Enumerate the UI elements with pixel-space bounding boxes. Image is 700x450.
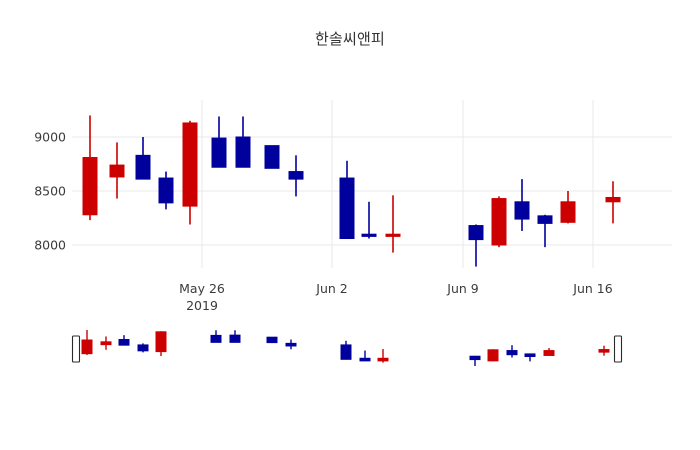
candle-body xyxy=(524,353,536,358)
y-axis-tick-label: 8000 xyxy=(34,238,66,253)
candle-body xyxy=(514,201,530,220)
candlestick[interactable] xyxy=(100,336,112,350)
candlestick[interactable] xyxy=(211,116,227,168)
candle-body xyxy=(288,171,304,180)
candle-body xyxy=(211,137,227,168)
candlestick[interactable] xyxy=(81,330,93,355)
page-title: 한솔씨앤피 xyxy=(314,30,385,48)
candlestick[interactable] xyxy=(235,116,251,168)
candlestick[interactable] xyxy=(359,350,371,362)
range-start-handle[interactable] xyxy=(71,335,81,363)
candlestick[interactable] xyxy=(506,345,518,358)
candle-body xyxy=(340,344,352,360)
x-axis-tick-label: Jun 2 xyxy=(315,281,347,296)
candle-body xyxy=(109,164,125,178)
candle-body xyxy=(469,355,481,361)
candle-body xyxy=(82,157,98,216)
candlestick[interactable] xyxy=(109,142,125,199)
candlestick[interactable] xyxy=(514,179,530,231)
y-axis-tick-label: 8500 xyxy=(34,184,66,199)
y-axis-labels: 8000 8500 9000 xyxy=(34,130,66,253)
candlestick[interactable] xyxy=(560,191,576,224)
candle-body xyxy=(137,344,149,352)
candle-body xyxy=(605,196,621,203)
candle-body xyxy=(487,349,499,362)
x-axis-labels: May 26 Jun 2 Jun 9 Jun 16 2019 xyxy=(179,281,613,313)
candlestick[interactable] xyxy=(264,145,280,169)
candlestick[interactable] xyxy=(340,340,352,360)
candlestick[interactable] xyxy=(266,336,278,344)
candle-body xyxy=(598,349,610,353)
navigator-handles[interactable] xyxy=(71,335,623,363)
candlestick[interactable] xyxy=(377,349,389,363)
candle-body xyxy=(266,336,278,344)
candle-body xyxy=(100,341,112,346)
candlestick[interactable] xyxy=(543,348,555,356)
candle-body xyxy=(182,122,198,207)
candle-body xyxy=(118,339,130,346)
x-axis-tick-label: May 26 xyxy=(179,281,225,296)
candlestick[interactable] xyxy=(598,345,610,356)
x-axis-tick-label: Jun 9 xyxy=(446,281,479,296)
candlestick[interactable] xyxy=(469,355,481,366)
range-end-handle[interactable] xyxy=(613,335,623,363)
x-axis-year-label: 2019 xyxy=(186,298,218,313)
candlestick[interactable] xyxy=(537,214,553,248)
candle-body xyxy=(385,233,401,237)
candle-body xyxy=(339,177,355,240)
candlestick[interactable] xyxy=(229,330,241,343)
candle-body xyxy=(560,201,576,223)
candlestick[interactable] xyxy=(182,120,198,225)
candlestick[interactable] xyxy=(210,330,222,343)
candle-body xyxy=(235,136,251,168)
candlestick[interactable] xyxy=(288,155,304,197)
candle-body xyxy=(229,334,241,343)
candlestick[interactable] xyxy=(491,196,507,248)
candlestick[interactable] xyxy=(118,335,130,346)
candle-body xyxy=(210,334,222,343)
candle-body xyxy=(506,350,518,356)
navigator-candle-series[interactable] xyxy=(81,330,610,366)
y-axis-tick-label: 9000 xyxy=(34,130,66,145)
candle-body xyxy=(491,198,507,246)
gridlines xyxy=(72,100,672,268)
candle-body xyxy=(537,215,553,224)
candlestick[interactable] xyxy=(468,224,484,267)
candlestick[interactable] xyxy=(361,201,377,239)
candle-body xyxy=(135,154,151,180)
candle-body xyxy=(543,350,555,356)
candlestick[interactable] xyxy=(158,171,174,210)
candle-body xyxy=(158,177,174,204)
candle-body xyxy=(468,225,484,241)
candle-body xyxy=(361,233,377,237)
candlestick[interactable] xyxy=(339,160,355,240)
candlestick[interactable] xyxy=(487,349,499,362)
candlestick[interactable] xyxy=(524,353,536,362)
candlestick[interactable] xyxy=(385,195,401,253)
candle-body xyxy=(285,342,297,347)
candle-body xyxy=(264,145,280,169)
candlestick[interactable] xyxy=(285,339,297,350)
candle-body xyxy=(359,357,371,362)
candle-body xyxy=(81,339,93,355)
candlestick[interactable] xyxy=(135,137,151,180)
candle-body xyxy=(155,331,167,353)
candlestick[interactable] xyxy=(137,343,149,353)
candlestick[interactable] xyxy=(155,331,167,356)
candlestick[interactable] xyxy=(82,115,98,221)
candle-series[interactable] xyxy=(82,115,621,267)
x-axis-tick-label: Jun 16 xyxy=(572,281,612,296)
candlestick[interactable] xyxy=(605,181,621,224)
candle-body xyxy=(377,357,389,362)
